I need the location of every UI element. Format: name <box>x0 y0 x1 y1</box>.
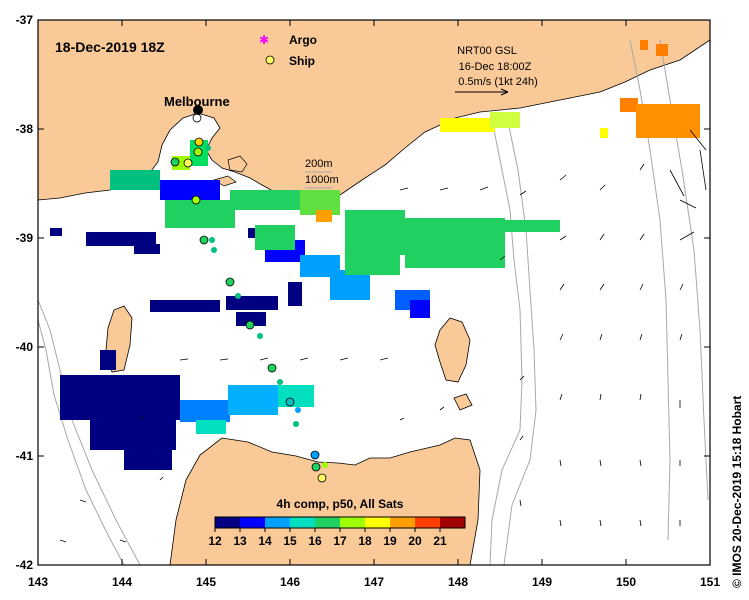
contour-1000-label: 1000m <box>305 174 339 186</box>
current-info: NRT00 GSL 16-Dec 18:00Z 0.5m/s (1kt 24h) <box>455 45 538 96</box>
y-tick-label: -37 <box>16 13 34 27</box>
colorbar-tick-label: 19 <box>383 534 397 548</box>
colorbar-swatch <box>340 517 366 528</box>
current-source: NRT00 GSL <box>457 45 517 57</box>
colorbar-tick-label: 16 <box>308 534 322 548</box>
colorbar-tick-label: 18 <box>358 534 372 548</box>
x-axis-ticks: 143 144 145 146 147 148 149 150 151 <box>28 20 720 589</box>
argo-symbol: ✱ <box>259 33 269 47</box>
x-tick-label: 143 <box>28 575 48 589</box>
current-vectors <box>59 129 707 543</box>
flinders-island <box>434 317 471 383</box>
x-tick-label: 144 <box>112 575 132 589</box>
colorbar-swatch <box>265 517 291 528</box>
colorbar-swatch <box>440 517 466 528</box>
colorbar-swatch <box>240 517 266 528</box>
y-tick-label: -38 <box>16 122 34 136</box>
colorbar-tick-label: 17 <box>333 534 347 548</box>
credit-strip: © IMOS 20-Dec-2019 15:18 Hobart <box>730 396 744 588</box>
colorbar-tick-label: 13 <box>233 534 247 548</box>
y-tick-label: -39 <box>16 231 34 245</box>
ship-symbol <box>265 55 275 65</box>
y-axis-ticks: -37 -38 -39 -40 -41 -42 <box>16 13 710 572</box>
x-tick-label: 149 <box>532 575 552 589</box>
ship-label: Ship <box>289 54 315 68</box>
y-tick-label: -42 <box>16 558 34 572</box>
current-scale: 0.5m/s (1kt 24h) <box>458 76 537 88</box>
contour-200-label: 200m <box>305 158 333 170</box>
melbourne-label: Melbourne <box>164 94 230 109</box>
colorbar: 4h comp, p50, All Sats 12 13 14 15 16 17 18 19 2… <box>208 497 466 548</box>
x-tick-label: 151 <box>700 575 720 589</box>
tasmania <box>169 437 481 565</box>
colorbar-tick-label: 12 <box>208 534 222 548</box>
colorbar-swatch <box>215 517 241 528</box>
current-scale-arrowhead <box>500 88 509 96</box>
sst-patches <box>50 40 700 470</box>
colorbar-swatch <box>290 517 316 528</box>
colorbar-title: 4h comp, p50, All Sats <box>277 497 404 511</box>
colorbar-swatch <box>365 517 391 528</box>
x-tick-label: 147 <box>364 575 384 589</box>
x-tick-label: 150 <box>616 575 636 589</box>
argo-label: Argo <box>289 33 317 47</box>
marker-legend: ✱ Argo Ship <box>259 33 317 68</box>
french-island <box>227 155 248 173</box>
colorbar-tick-label: 21 <box>433 534 447 548</box>
phillip-island <box>213 175 237 187</box>
y-tick-label: -40 <box>16 340 34 354</box>
melbourne-marker <box>193 105 203 115</box>
colorbar-tick-label: 15 <box>283 534 297 548</box>
colorbar-swatches <box>214 516 466 529</box>
colorbar-swatch <box>315 517 341 528</box>
victoria-coastline <box>38 20 710 206</box>
map-date: 18-Dec-2019 18Z <box>55 39 165 55</box>
x-tick-label: 148 <box>448 575 468 589</box>
depth-contours <box>38 39 709 565</box>
x-tick-label: 146 <box>280 575 300 589</box>
x-tick-label: 145 <box>196 575 216 589</box>
colorbar-tick-label: 14 <box>258 534 272 548</box>
ship-markers <box>170 113 327 483</box>
buoy-dots <box>205 145 328 468</box>
contour-legend: 200m 1000m <box>305 158 339 189</box>
cape-barren-island <box>453 393 473 411</box>
colorbar-swatch <box>415 517 441 528</box>
colorbar-tick-label: 20 <box>408 534 422 548</box>
colorbar-swatch <box>390 517 416 528</box>
y-tick-label: -41 <box>16 449 34 463</box>
colorbar-ticks: 12 13 14 15 16 17 18 19 20 21 <box>208 528 447 548</box>
credit-text: © IMOS 20-Dec-2019 15:18 Hobart <box>730 396 744 588</box>
current-time: 16-Dec 18:00Z <box>459 61 532 73</box>
